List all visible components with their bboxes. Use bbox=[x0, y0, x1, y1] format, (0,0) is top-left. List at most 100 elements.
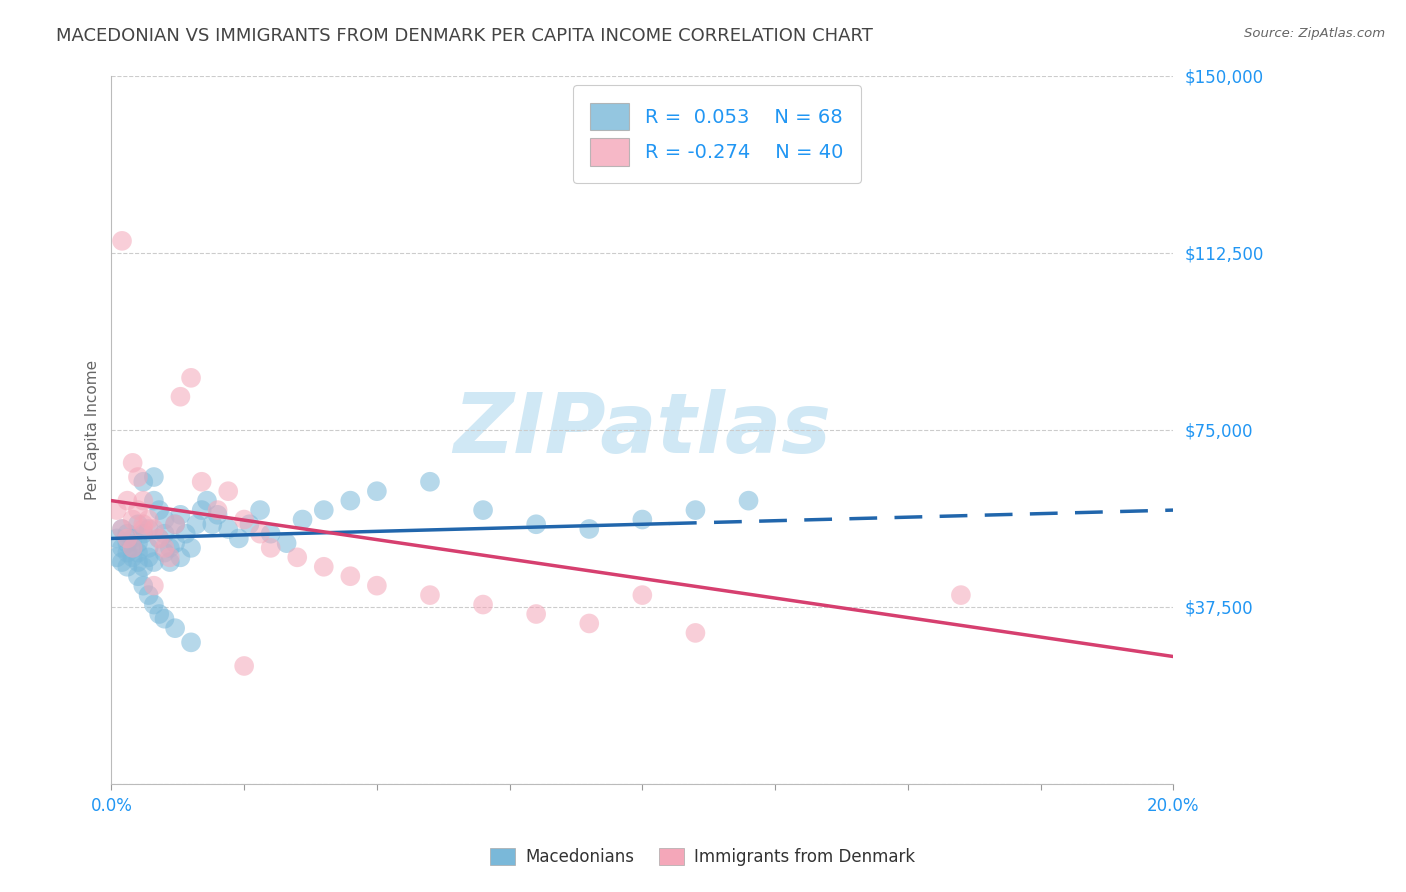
Point bbox=[127, 517, 149, 532]
Point bbox=[578, 522, 600, 536]
Point bbox=[291, 512, 314, 526]
Point bbox=[127, 569, 149, 583]
Point bbox=[127, 555, 149, 569]
Point bbox=[207, 503, 229, 517]
Point bbox=[132, 517, 155, 532]
Point bbox=[132, 579, 155, 593]
Point bbox=[165, 517, 187, 532]
Point bbox=[153, 546, 176, 560]
Point bbox=[190, 503, 212, 517]
Point bbox=[105, 532, 128, 546]
Point bbox=[138, 541, 160, 555]
Point bbox=[105, 550, 128, 565]
Point bbox=[159, 550, 181, 565]
Point bbox=[233, 659, 256, 673]
Point bbox=[737, 493, 759, 508]
Point bbox=[524, 517, 547, 532]
Point bbox=[312, 559, 335, 574]
Point bbox=[276, 536, 298, 550]
Point bbox=[238, 517, 260, 532]
Y-axis label: Per Capita Income: Per Capita Income bbox=[86, 359, 100, 500]
Point bbox=[111, 555, 134, 569]
Point bbox=[339, 493, 361, 508]
Point bbox=[190, 475, 212, 489]
Point bbox=[148, 532, 170, 546]
Point bbox=[228, 532, 250, 546]
Point bbox=[180, 541, 202, 555]
Point bbox=[138, 522, 160, 536]
Point bbox=[111, 522, 134, 536]
Point bbox=[201, 517, 224, 532]
Point bbox=[138, 588, 160, 602]
Point bbox=[132, 522, 155, 536]
Point bbox=[132, 475, 155, 489]
Point bbox=[165, 536, 187, 550]
Point bbox=[159, 541, 181, 555]
Point bbox=[153, 512, 176, 526]
Point bbox=[138, 512, 160, 526]
Point bbox=[148, 607, 170, 621]
Point bbox=[132, 526, 155, 541]
Point bbox=[165, 621, 187, 635]
Point bbox=[578, 616, 600, 631]
Point bbox=[285, 550, 308, 565]
Point bbox=[339, 569, 361, 583]
Point bbox=[249, 503, 271, 517]
Point bbox=[117, 546, 139, 560]
Point bbox=[174, 526, 197, 541]
Point bbox=[366, 484, 388, 499]
Point bbox=[153, 612, 176, 626]
Point bbox=[180, 371, 202, 385]
Point bbox=[312, 503, 335, 517]
Point bbox=[169, 508, 191, 522]
Point bbox=[127, 546, 149, 560]
Point bbox=[148, 532, 170, 546]
Point bbox=[260, 526, 283, 541]
Point bbox=[186, 517, 208, 532]
Point bbox=[121, 541, 143, 555]
Point bbox=[180, 635, 202, 649]
Legend: Macedonians, Immigrants from Denmark: Macedonians, Immigrants from Denmark bbox=[482, 840, 924, 875]
Text: Source: ZipAtlas.com: Source: ZipAtlas.com bbox=[1244, 27, 1385, 40]
Point bbox=[132, 493, 155, 508]
Point bbox=[153, 526, 176, 541]
Point bbox=[142, 555, 165, 569]
Point bbox=[142, 493, 165, 508]
Point bbox=[217, 522, 239, 536]
Point bbox=[111, 522, 134, 536]
Point bbox=[117, 532, 139, 546]
Point bbox=[117, 493, 139, 508]
Point bbox=[366, 579, 388, 593]
Point bbox=[142, 598, 165, 612]
Point bbox=[127, 503, 149, 517]
Point bbox=[419, 475, 441, 489]
Point bbox=[148, 503, 170, 517]
Point bbox=[169, 390, 191, 404]
Point bbox=[249, 526, 271, 541]
Point bbox=[949, 588, 972, 602]
Point bbox=[159, 555, 181, 569]
Point bbox=[117, 559, 139, 574]
Point bbox=[153, 541, 176, 555]
Point bbox=[472, 503, 495, 517]
Text: MACEDONIAN VS IMMIGRANTS FROM DENMARK PER CAPITA INCOME CORRELATION CHART: MACEDONIAN VS IMMIGRANTS FROM DENMARK PE… bbox=[56, 27, 873, 45]
Point bbox=[105, 503, 128, 517]
Point bbox=[207, 508, 229, 522]
Legend: R =  0.053    N = 68, R = -0.274    N = 40: R = 0.053 N = 68, R = -0.274 N = 40 bbox=[572, 86, 860, 183]
Point bbox=[195, 493, 218, 508]
Point bbox=[121, 512, 143, 526]
Point bbox=[117, 526, 139, 541]
Text: ZIPatlas: ZIPatlas bbox=[453, 389, 831, 470]
Point bbox=[685, 503, 707, 517]
Point bbox=[631, 588, 654, 602]
Point bbox=[142, 470, 165, 484]
Point bbox=[685, 626, 707, 640]
Point bbox=[165, 517, 187, 532]
Point bbox=[111, 234, 134, 248]
Point bbox=[121, 532, 143, 546]
Point bbox=[233, 512, 256, 526]
Point bbox=[217, 484, 239, 499]
Point bbox=[121, 456, 143, 470]
Point bbox=[121, 550, 143, 565]
Point bbox=[132, 559, 155, 574]
